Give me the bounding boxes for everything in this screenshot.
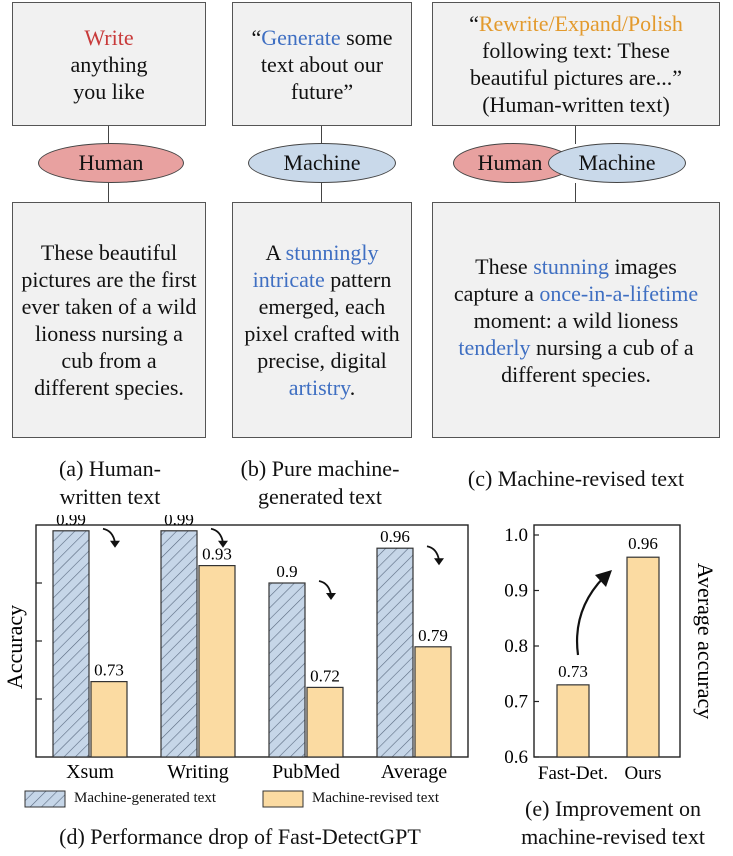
data-label-revised: 0.93 <box>202 545 232 564</box>
connector-a-top <box>108 126 109 144</box>
prompt-c: “Rewrite/Expand/Polish following text: T… <box>469 11 683 117</box>
chart-d-ylabel: Accuracy <box>2 605 27 689</box>
data-label-revised: 0.79 <box>418 626 448 645</box>
caption-c: (c) Machine-revised text <box>467 466 685 491</box>
drop-arrowhead <box>434 558 444 566</box>
prompt-a: Write anything you like <box>54 24 164 105</box>
prompt-b-rest: some text about our future” <box>260 24 393 104</box>
bar-generated-average <box>376 547 414 758</box>
caption-b: (b) Pure machine-generated text <box>240 456 400 509</box>
machine-label-c: Machine <box>548 143 686 183</box>
bar-generated-xsum <box>52 530 90 758</box>
text-c: These stunning images capture a once-in-… <box>453 253 699 387</box>
connector-b-bottom <box>321 183 322 202</box>
data-label-generated: 0.99 <box>56 515 86 529</box>
legend-label-revised: Machine-revised text <box>312 790 440 806</box>
text-box-c: These stunning images capture a once-in-… <box>432 202 720 438</box>
chart-e-ytick-label: 1.0 <box>504 525 528 546</box>
bar-revised-xsum <box>90 681 128 758</box>
connector-b-top <box>321 126 322 144</box>
chart-e: 0.6 0.7 0.8 0.9 1.0 0.73 0.96 Average accurac… <box>504 524 718 784</box>
chart-e-ylabel: Average accuracy <box>693 563 718 720</box>
drop-arrow <box>102 527 116 543</box>
bar-ours <box>626 556 660 758</box>
legend-d: Machine-generated text Machine-revised t… <box>14 787 484 813</box>
x-tick-label: Ours <box>625 763 662 784</box>
prompt-b: “Generate some text about our future” <box>251 24 393 104</box>
x-tick-label: Fast-Det. <box>538 763 608 784</box>
caption-e: (e) Improvement on machine-revised text <box>521 796 705 849</box>
bar-fast-det- <box>556 684 590 758</box>
prompt-box-b: “Generate some text about our future” <box>232 2 412 126</box>
text-a: These beautiful pictures are the first e… <box>21 240 197 400</box>
drop-arrowhead <box>326 593 336 600</box>
chart-e-ytick-label: 0.7 <box>504 692 528 713</box>
machine-label-b: Machine <box>248 143 396 183</box>
data-label-generated: 0.96 <box>380 527 410 546</box>
legend-swatch-generated <box>24 790 66 808</box>
drop-arrow <box>426 545 440 561</box>
x-tick-label: PubMed <box>272 761 340 783</box>
text-b: A stunningly intricate pattern emerged, … <box>244 240 400 400</box>
chart-e-ytick-label: 0.6 <box>504 747 528 768</box>
data-label-generated: 0.99 <box>164 515 194 529</box>
bar-generated-pubmed <box>268 582 306 758</box>
improvement-arrow <box>576 576 605 656</box>
prompt-box-c: “Rewrite/Expand/Polish following text: T… <box>432 2 720 126</box>
machine-label-c-text: Machine <box>578 150 656 175</box>
chart-d: 0.99 0.73 0.99 0.93 0.9 0.72 0.96 0.79 Accuracy… <box>2 515 469 783</box>
connector-c-top <box>575 126 576 144</box>
legend-label-generated: Machine-generated text <box>74 790 217 806</box>
prompt-b-keyword: Generate <box>261 24 341 50</box>
machine-label-b-text: Machine <box>283 150 361 175</box>
chart-e-frame <box>533 524 681 758</box>
data-label: 0.96 <box>628 534 658 553</box>
data-label-generated: 0.9 <box>276 562 297 581</box>
data-label: 0.73 <box>558 662 588 681</box>
legend-swatch-revised <box>262 790 304 808</box>
drop-arrow <box>318 580 332 596</box>
connector-a-bottom <box>108 183 109 202</box>
connector-c-bottom <box>575 183 576 202</box>
human-label-c-text: Human <box>477 150 543 175</box>
bar-revised-average <box>414 646 452 758</box>
chart-e-ytick-label: 0.9 <box>504 581 528 602</box>
bar-generated-writing <box>160 530 198 758</box>
prompt-a-keyword: Write <box>84 24 134 50</box>
data-label-revised: 0.72 <box>310 666 340 685</box>
improvement-arrowhead <box>595 570 612 587</box>
x-tick-label: Average <box>381 761 447 783</box>
human-label-a-text: Human <box>78 150 144 175</box>
data-label-revised: 0.73 <box>94 661 124 680</box>
human-label-a: Human <box>38 143 184 183</box>
drop-arrowhead <box>110 540 120 548</box>
drop-arrowhead <box>218 540 228 548</box>
prompt-a-rest: anything you like <box>70 51 148 104</box>
x-tick-label: Xsum <box>66 761 114 783</box>
drop-arrow <box>210 527 224 543</box>
text-box-b: A stunningly intricate pattern emerged, … <box>232 202 412 438</box>
x-tick-label: Writing <box>167 761 228 783</box>
prompt-box-a: Write anything you like <box>12 2 206 126</box>
chart-e-ytick-label: 0.8 <box>504 636 528 657</box>
prompt-c-rest: following text: These beautiful pictures… <box>470 38 682 90</box>
prompt-c-note: (Human-written text) <box>482 92 670 117</box>
bar-revised-writing <box>198 564 236 758</box>
prompt-c-keyword: Rewrite/Expand/Polish <box>478 11 683 36</box>
bar-revised-pubmed <box>306 686 344 758</box>
caption-a: (a) Human-written text <box>58 456 161 509</box>
text-box-a: These beautiful pictures are the first e… <box>12 202 206 438</box>
caption-d: (d) Performance drop of Fast-DetectGPT <box>59 824 421 849</box>
